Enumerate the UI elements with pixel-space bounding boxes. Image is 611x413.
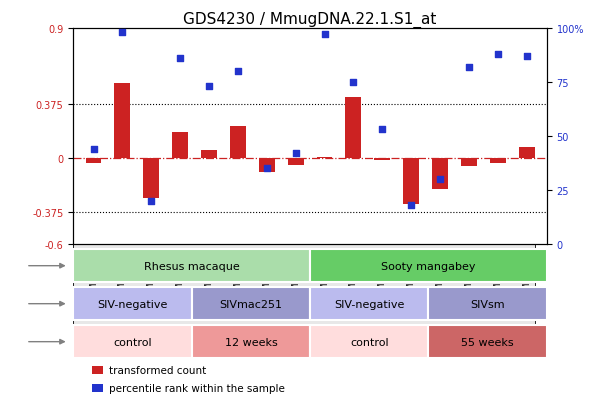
Bar — [310, 326, 428, 358]
Point — [493, 52, 503, 58]
Text: transformed count: transformed count — [109, 365, 206, 375]
Point — [435, 176, 445, 183]
Point — [378, 127, 387, 133]
Point — [204, 84, 214, 90]
Bar — [432, 158, 448, 190]
Bar — [428, 288, 547, 320]
Bar — [428, 326, 547, 358]
Bar — [73, 288, 192, 320]
Bar — [519, 148, 535, 158]
Point — [406, 202, 416, 209]
Bar — [345, 98, 361, 158]
Bar — [92, 384, 103, 392]
Bar — [114, 83, 130, 158]
Text: SIVmac251: SIVmac251 — [219, 299, 282, 309]
Point — [89, 146, 98, 153]
Text: control: control — [113, 337, 152, 347]
Bar — [92, 366, 103, 374]
Point — [117, 30, 127, 36]
Bar — [310, 288, 428, 320]
Bar — [172, 132, 188, 158]
Text: 55 weeks: 55 weeks — [461, 337, 514, 347]
Text: control: control — [350, 337, 389, 347]
Bar — [192, 288, 310, 320]
Bar — [461, 158, 477, 167]
Point — [233, 69, 243, 75]
Point — [522, 54, 532, 60]
Text: percentile rank within the sample: percentile rank within the sample — [109, 383, 285, 393]
Text: SIVsm: SIVsm — [470, 299, 505, 309]
Text: SIV-negative: SIV-negative — [97, 299, 167, 309]
Point — [291, 150, 301, 157]
Bar — [73, 244, 535, 341]
Bar — [144, 158, 159, 198]
Bar — [86, 158, 101, 164]
Bar — [192, 326, 310, 358]
Bar — [201, 151, 217, 158]
Text: SIV-negative: SIV-negative — [334, 299, 404, 309]
Bar — [490, 158, 506, 164]
Bar — [73, 244, 535, 341]
Bar — [259, 158, 275, 173]
Text: Sooty mangabey: Sooty mangabey — [381, 261, 476, 271]
Point — [320, 32, 329, 39]
Bar — [73, 250, 310, 282]
Point — [262, 166, 272, 172]
Bar — [230, 126, 246, 158]
Bar — [375, 158, 390, 161]
Text: 12 weeks: 12 weeks — [224, 337, 277, 347]
Point — [464, 64, 474, 71]
Point — [147, 198, 156, 204]
Text: Rhesus macaque: Rhesus macaque — [144, 261, 240, 271]
Point — [348, 79, 358, 86]
Bar — [403, 158, 419, 204]
Bar — [310, 250, 547, 282]
Point — [175, 56, 185, 62]
Bar — [73, 326, 192, 358]
Title: GDS4230 / MmugDNA.22.1.S1_at: GDS4230 / MmugDNA.22.1.S1_at — [183, 12, 437, 28]
Bar — [288, 158, 304, 165]
Bar — [316, 157, 332, 158]
